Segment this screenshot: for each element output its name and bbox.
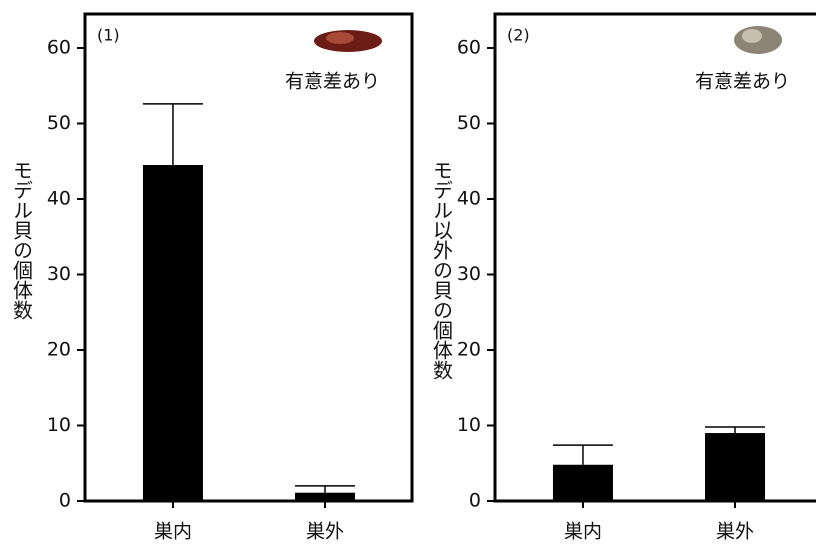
y-tick-label: 50 <box>457 112 481 134</box>
y-tick-label: 60 <box>457 36 481 58</box>
y-tick-label: 40 <box>457 187 481 209</box>
annotation: 有意差あり <box>695 71 790 93</box>
x-tick-label: 巣内 <box>564 521 602 543</box>
x-tick-label: 巣内 <box>154 521 192 543</box>
panel-label: (1) <box>97 26 120 45</box>
x-tick-label: 巣外 <box>306 521 344 543</box>
bar <box>143 165 203 501</box>
snail-highlight <box>742 29 762 43</box>
bar <box>553 465 613 501</box>
y-tick-label: 0 <box>59 490 71 512</box>
y-tick-label: 10 <box>47 414 71 436</box>
y-axis-label: モデル以外の貝の個体数 <box>430 160 454 380</box>
x-tick-label: 巣外 <box>716 521 754 543</box>
y-tick-label: 50 <box>47 112 71 134</box>
y-tick-label: 30 <box>47 263 71 285</box>
y-tick-label: 10 <box>457 414 481 436</box>
y-tick-label: 20 <box>457 338 481 360</box>
y-axis-label: モデル貝の個体数 <box>10 160 34 320</box>
y-tick-label: 20 <box>47 338 71 360</box>
panel-label: (2) <box>507 26 530 45</box>
annotation: 有意差あり <box>285 71 380 93</box>
snail-highlight <box>326 32 354 44</box>
y-tick-label: 0 <box>469 490 481 512</box>
y-tick-label: 40 <box>47 187 71 209</box>
chart: 0 10 20 30 40 50 60 (1) 有意差ありモデル貝の個体数巣内 巣外 0 10 20 30… <box>0 0 816 545</box>
bar <box>705 433 765 501</box>
y-tick-label: 30 <box>457 263 481 285</box>
bar <box>295 493 355 501</box>
y-tick-label: 60 <box>47 36 71 58</box>
